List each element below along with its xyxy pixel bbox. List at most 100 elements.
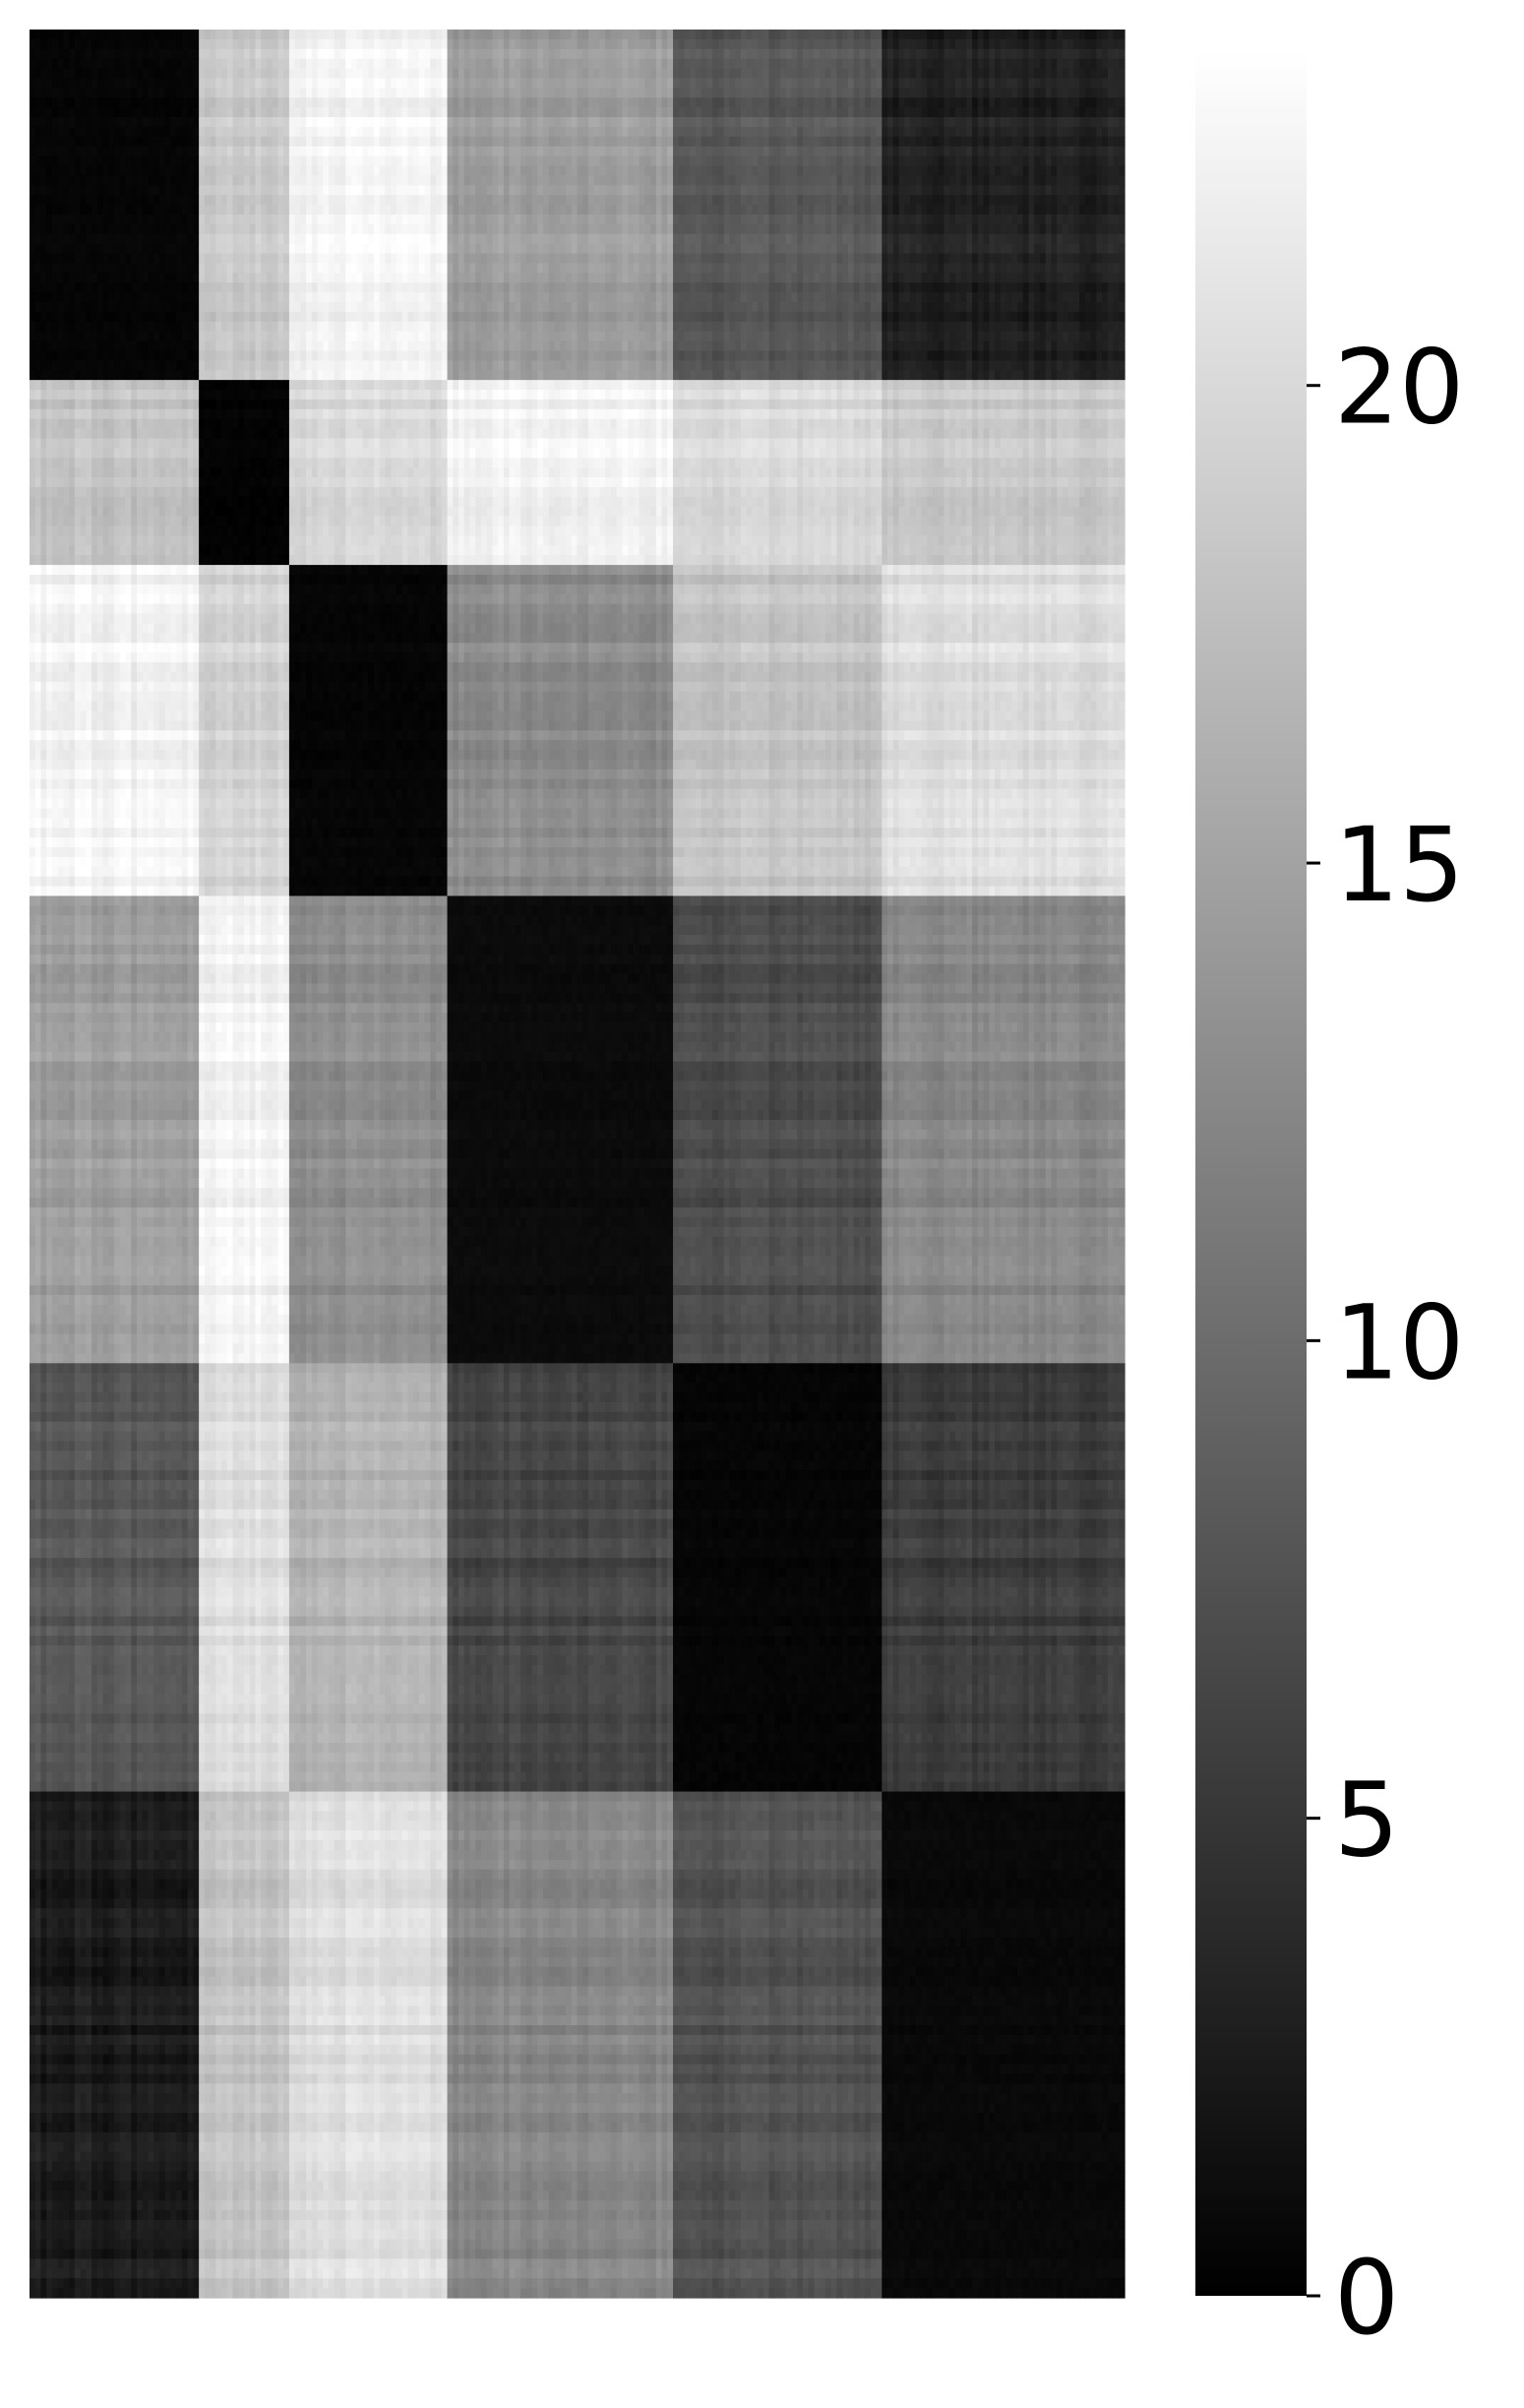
heatmap-cell [170,58,177,70]
heatmap-cell [661,107,668,118]
heatmap-cell [492,253,499,265]
heatmap-cell [277,253,284,265]
heatmap-cell [492,88,499,98]
heatmap-cell [114,243,121,255]
heatmap-cell [34,136,42,148]
heatmap-cell [628,78,635,89]
heatmap-cell [599,263,606,274]
heatmap-cell [678,223,686,235]
heatmap-cell [86,195,92,206]
heatmap-cell [762,146,770,157]
heatmap-cell [1034,214,1041,225]
heatmap-cell [1113,185,1120,196]
heatmap-cell [204,117,212,128]
heatmap-cell [142,253,150,265]
heatmap-cell [244,205,251,216]
heatmap-cell [582,58,589,70]
heatmap-cell [820,68,826,80]
heatmap-cell [148,48,154,60]
heatmap-cell [814,195,821,206]
heatmap-cell [599,68,606,80]
heatmap-cell [543,48,550,60]
heatmap-cell [311,48,319,60]
heatmap-cell [695,205,702,216]
heatmap-cell [531,126,538,138]
heatmap-cell [882,263,888,274]
heatmap-cell [587,48,595,60]
heatmap-cell [548,205,556,216]
heatmap-cell [300,146,307,157]
heatmap-cell [1039,68,1047,80]
heatmap-cell [158,117,166,128]
heatmap-cell [616,214,623,225]
heatmap-cell [164,214,172,225]
heatmap-cell [876,68,883,80]
heatmap-cell [486,30,494,40]
heatmap-cell [723,185,730,196]
heatmap-cell [752,214,759,225]
heatmap-cell [458,88,465,98]
heatmap-cell [729,243,736,255]
heatmap-cell [407,273,414,283]
heatmap-cell [865,58,872,70]
heatmap-cell [762,214,770,225]
heatmap-cell [356,38,364,50]
heatmap-cell [447,195,454,206]
heatmap-cell [277,175,284,186]
heatmap-cell [972,30,979,40]
heatmap-cell [723,48,730,60]
heatmap-cell [503,175,511,186]
heatmap-cell [158,136,166,148]
heatmap-cell [119,126,127,138]
heatmap-cell [255,243,262,255]
heatmap-cell [1102,214,1109,225]
heatmap-cell [554,88,561,98]
heatmap-cell [339,175,346,186]
heatmap-cell [892,88,900,98]
heatmap-cell [447,253,454,265]
heatmap-cell [1102,48,1109,60]
heatmap-cell [593,30,601,40]
heatmap-cell [587,97,595,108]
heatmap-cell [362,107,369,118]
heatmap-cell [859,107,866,118]
heatmap-cell [413,273,420,283]
heatmap-cell [605,214,612,225]
heatmap-cell [204,146,212,157]
heatmap-cell [34,107,42,118]
heatmap-cell [288,223,296,235]
heatmap-cell [989,205,996,216]
heatmap-cell [814,78,821,89]
heatmap-cell [587,30,595,40]
heatmap-cell [1034,263,1041,274]
heatmap-cell [51,175,59,186]
heatmap-cell [932,88,940,98]
heatmap-cell [712,185,719,196]
heatmap-cell [498,185,505,196]
heatmap-cell [176,195,183,206]
heatmap-cell [616,88,623,98]
heatmap-cell [306,243,313,255]
heatmap-cell [695,243,702,255]
heatmap-cell [1022,175,1030,186]
heatmap-cell [1107,68,1115,80]
heatmap-cell [86,253,92,265]
heatmap-cell [876,38,883,50]
heatmap-cell [853,126,860,138]
heatmap-cell [226,48,234,60]
heatmap-cell [441,205,449,216]
heatmap-cell [131,263,138,274]
heatmap-cell [232,263,239,274]
heatmap-cell [46,97,53,108]
heatmap-cell [119,273,127,283]
heatmap-cell [560,146,567,157]
heatmap-cell [571,214,579,225]
heatmap-cell [729,214,736,225]
heatmap-cell [820,30,826,40]
heatmap-cell [283,205,290,216]
heatmap-cell [909,30,917,40]
heatmap-cell [1084,78,1092,89]
heatmap-cell [40,58,47,70]
heatmap-cell [181,107,189,118]
heatmap-cell [859,136,866,148]
